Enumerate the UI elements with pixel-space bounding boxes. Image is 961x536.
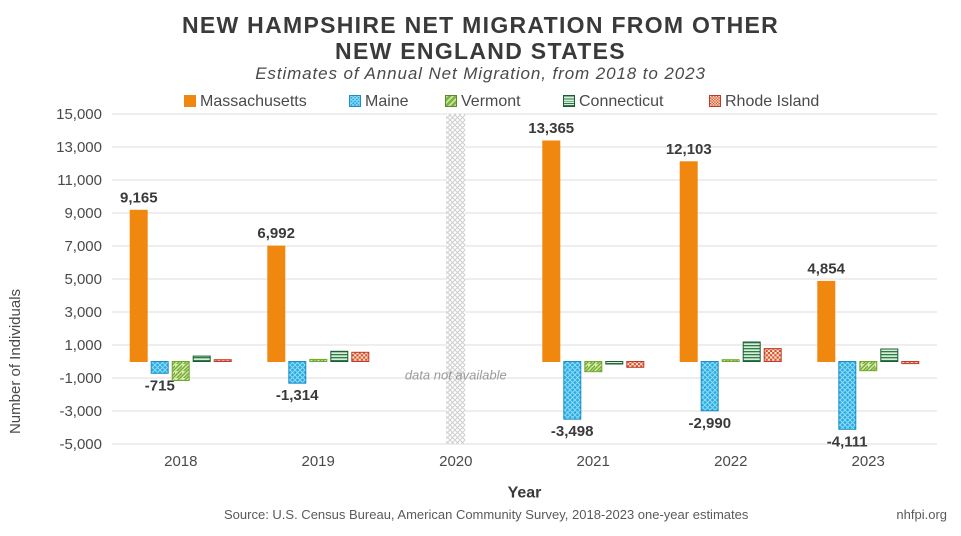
svg-text:13,000: 13,000 bbox=[56, 139, 102, 156]
svg-text:-3,000: -3,000 bbox=[59, 403, 102, 420]
svg-text:2021: 2021 bbox=[577, 453, 610, 470]
svg-text:-3,498: -3,498 bbox=[551, 423, 594, 440]
svg-text:3,000: 3,000 bbox=[64, 304, 102, 321]
svg-text:11,000: 11,000 bbox=[57, 172, 102, 189]
svg-text:-1,000: -1,000 bbox=[59, 370, 102, 387]
svg-text:9,000: 9,000 bbox=[64, 205, 102, 222]
svg-text:4,854: 4,854 bbox=[807, 260, 845, 277]
svg-text:2020: 2020 bbox=[439, 453, 472, 470]
svg-text:13,365: 13,365 bbox=[528, 120, 574, 137]
svg-text:Number of Individuals: Number of Individuals bbox=[7, 289, 24, 434]
svg-text:12,103: 12,103 bbox=[666, 141, 712, 158]
svg-text:-2,990: -2,990 bbox=[689, 415, 732, 432]
svg-text:9,165: 9,165 bbox=[120, 189, 158, 206]
svg-text:2022: 2022 bbox=[714, 453, 747, 470]
svg-text:2019: 2019 bbox=[302, 453, 335, 470]
svg-text:-1,314: -1,314 bbox=[276, 387, 319, 404]
svg-text:15,000: 15,000 bbox=[56, 106, 102, 123]
svg-text:1,000: 1,000 bbox=[64, 337, 102, 354]
svg-text:-715: -715 bbox=[145, 377, 175, 394]
svg-text:6,992: 6,992 bbox=[257, 225, 295, 242]
svg-text:-4,111: -4,111 bbox=[827, 433, 868, 450]
svg-text:7,000: 7,000 bbox=[64, 238, 102, 255]
svg-text:-5,000: -5,000 bbox=[59, 436, 102, 453]
svg-text:5,000: 5,000 bbox=[64, 271, 102, 288]
svg-text:2023: 2023 bbox=[852, 453, 885, 470]
svg-text:data not available: data not available bbox=[405, 368, 507, 383]
svg-text:Year: Year bbox=[508, 485, 542, 502]
svg-text:2018: 2018 bbox=[164, 453, 197, 470]
